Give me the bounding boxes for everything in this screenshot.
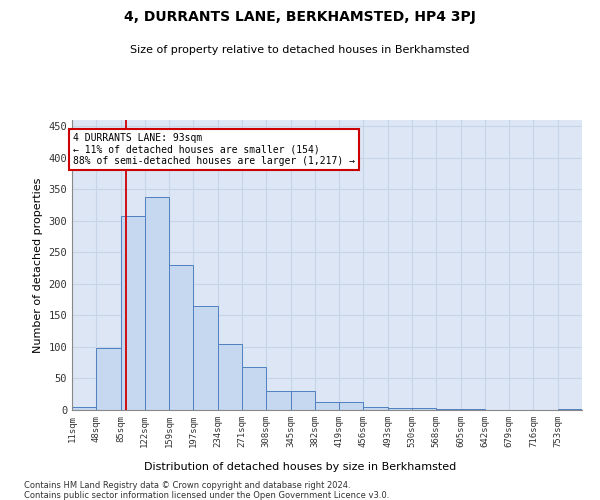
Bar	[412, 408, 436, 410]
Text: 4 DURRANTS LANE: 93sqm
← 11% of detached houses are smaller (154)
88% of semi-de: 4 DURRANTS LANE: 93sqm ← 11% of detached…	[73, 132, 355, 166]
Bar	[145, 197, 169, 410]
Text: 4, DURRANTS LANE, BERKHAMSTED, HP4 3PJ: 4, DURRANTS LANE, BERKHAMSTED, HP4 3PJ	[124, 10, 476, 24]
Bar	[193, 306, 218, 410]
Bar	[96, 348, 121, 410]
Bar	[121, 216, 145, 410]
Bar	[169, 265, 193, 410]
Bar	[72, 407, 96, 410]
Bar	[461, 408, 485, 410]
Text: Distribution of detached houses by size in Berkhamsted: Distribution of detached houses by size …	[144, 462, 456, 472]
Bar	[315, 402, 339, 410]
Text: Contains public sector information licensed under the Open Government Licence v3: Contains public sector information licen…	[24, 491, 389, 500]
Bar	[364, 407, 388, 410]
Bar	[436, 408, 461, 410]
Bar	[266, 391, 290, 410]
Text: Size of property relative to detached houses in Berkhamsted: Size of property relative to detached ho…	[130, 45, 470, 55]
Bar	[339, 402, 364, 410]
Bar	[218, 344, 242, 410]
Text: Contains HM Land Registry data © Crown copyright and database right 2024.: Contains HM Land Registry data © Crown c…	[24, 481, 350, 490]
Bar	[558, 408, 582, 410]
Bar	[242, 367, 266, 410]
Y-axis label: Number of detached properties: Number of detached properties	[33, 178, 43, 352]
Bar	[388, 408, 412, 410]
Bar	[290, 391, 315, 410]
